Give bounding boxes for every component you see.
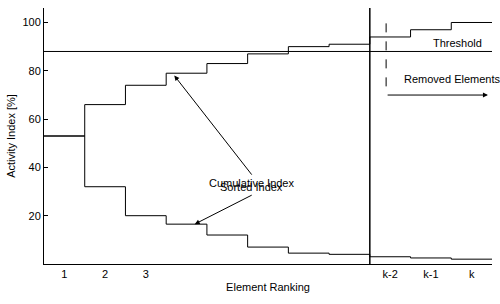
svg-text:Activity Index [%]: Activity Index [%] — [5, 94, 17, 178]
svg-text:100: 100 — [22, 16, 40, 28]
svg-text:Sorted Index: Sorted Index — [220, 181, 283, 193]
svg-text:80: 80 — [29, 65, 41, 77]
svg-text:3: 3 — [143, 268, 149, 280]
svg-text:Element Ranking: Element Ranking — [226, 281, 310, 293]
svg-text:20: 20 — [29, 210, 41, 222]
svg-text:Removed Elements: Removed Elements — [404, 73, 500, 85]
svg-text:Cumulative Index: Cumulative Index — [209, 177, 294, 189]
svg-text:60: 60 — [29, 113, 41, 125]
svg-text:2: 2 — [102, 268, 108, 280]
svg-text:k-1: k-1 — [423, 268, 438, 280]
svg-text:Threshold: Threshold — [433, 37, 482, 49]
svg-text:1: 1 — [61, 268, 67, 280]
svg-text:40: 40 — [29, 161, 41, 173]
svg-text:k-2: k-2 — [383, 268, 398, 280]
svg-text:k: k — [469, 268, 475, 280]
